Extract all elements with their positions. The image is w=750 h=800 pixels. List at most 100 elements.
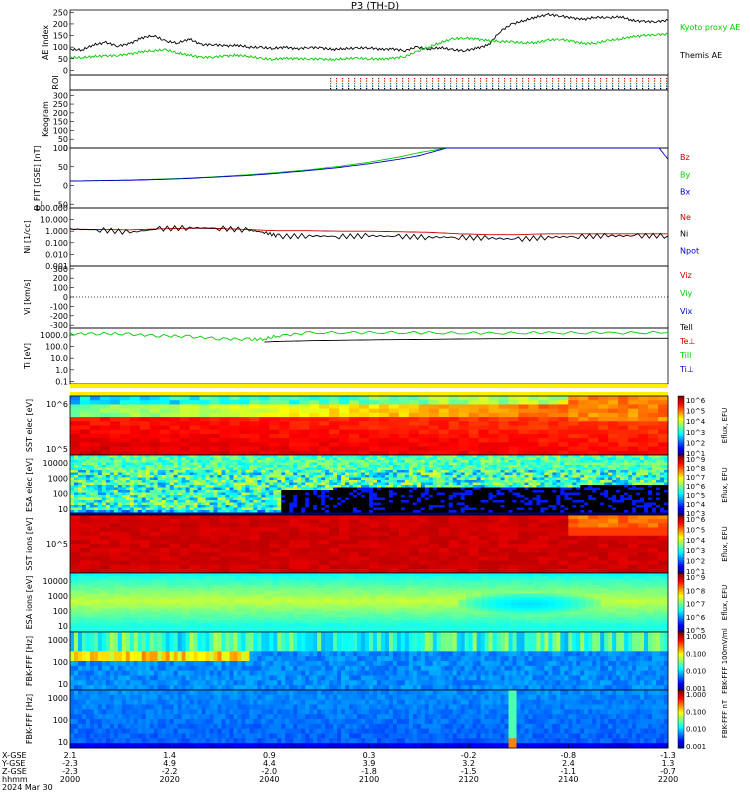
time-axis-row-label: X-GSE [2,751,27,760]
vi-panel-frame [69,265,669,329]
colorbar-cell [678,479,684,481]
colorbar-cell [678,727,684,730]
y-tick-label: 10000 [43,459,68,468]
colorbar-tick-label: 10^1 [686,568,705,576]
roi-dot [624,85,626,87]
roi-dot [594,88,596,90]
colorbar-cell [678,435,684,438]
colorbar-cell [678,428,684,431]
colorbar-cell [678,568,684,571]
roi-dot [588,80,590,82]
colorbar-tick-label: 10^6 [686,397,706,405]
series-line-by [70,148,447,182]
colorbar-cell [678,443,684,446]
y-tick-label: 0 [63,66,68,75]
colorbar-cell [678,548,684,551]
time-axis-value: 2140 [558,775,578,784]
colorbar-cell [678,403,684,406]
roi-dot [384,78,386,80]
roi-dot [462,83,464,85]
roi-dot [510,80,512,82]
roi-dot [624,83,626,85]
roi-dot [630,78,632,80]
legend-entry: Npot [680,246,699,255]
colorbar-tick-label: 10^3 [686,547,705,555]
colorbar-cell [678,598,684,601]
colorbar-cell [678,486,684,489]
colorbar-cell [678,557,684,559]
roi-dot [648,85,650,87]
colorbar-tick-label: 1.000 [686,633,706,641]
colorbar-cell [678,739,684,742]
roi-dot [462,80,464,82]
colorbar-cell [678,449,684,452]
roi-dot [402,88,404,90]
time-axis-value: -0.8 [561,751,577,760]
colorbar-cell [678,630,684,633]
colorbar-cell [678,573,684,575]
colorbar-cell [678,707,684,710]
roi-dot [330,88,332,90]
roi-dot [516,83,518,85]
y-tick-label: 0.1 [55,377,68,386]
colorbar-cell [678,671,684,674]
colorbar-cell [678,655,684,658]
roi-dot [570,78,572,80]
roi-dot [468,80,470,82]
roi-dot [366,88,368,90]
roi-dot [384,85,386,87]
roi-dot [582,80,584,82]
colorbar-cell [678,564,684,567]
roi-dot [438,80,440,82]
colorbar-cell [678,627,684,630]
roi-dot [612,80,614,82]
colorbar-cell [678,437,684,440]
colorbar-cell [678,432,684,435]
roi-dot [600,80,602,82]
roi-dot [396,78,398,80]
roi-dot [348,85,350,87]
roi-dot [522,80,524,82]
colorbar-cell [678,545,684,548]
spectrogram-ylabel: FBK-FFF [Hz] [25,636,34,686]
colorbar-cell [678,672,684,675]
roi-ylabel: ROI [51,75,60,89]
sst-ions-spectrogram [70,515,669,574]
colorbar-cell [678,650,684,653]
colorbar-cell [678,489,684,492]
roi-dot [504,78,506,80]
y-tick-label: 0 [63,182,68,191]
roi-dot [636,83,638,85]
roi-dot [666,83,668,85]
roi-dot [540,88,542,90]
colorbar-label: FBK-FFF 100mV/ml [721,628,729,694]
roi-dot [426,88,428,90]
roi-dot [378,80,380,82]
roi-dot [342,78,344,80]
colorbar-cell [678,555,684,558]
roi-dot [456,85,458,87]
legend-entry: Ni [680,230,688,239]
colorbar-cell [678,690,684,692]
roi-dot [396,80,398,82]
roi-dot [546,85,548,87]
roi-dot [588,85,590,87]
time-axis-value: 4.9 [163,759,176,768]
roi-dot [450,88,452,90]
colorbar-cell [678,645,684,647]
roi-dot [348,88,350,90]
roi-dot [330,80,332,82]
roi-dot [342,83,344,85]
roi-dot [552,88,554,90]
colorbar-cell [678,632,684,634]
roi-dot [492,88,494,90]
roi-dot [534,85,536,87]
y-tick-label: 10.0 [50,354,68,363]
colorbar-cell [678,640,684,643]
roi-dot [498,88,500,90]
colorbar-cell [678,565,684,568]
bfield-ylabel: B_FIT [GSE] [nT] [33,145,42,210]
y-tick-label: 10^5 [46,445,68,454]
time-axis-value: 0.3 [363,751,376,760]
roi-dot [348,80,350,82]
